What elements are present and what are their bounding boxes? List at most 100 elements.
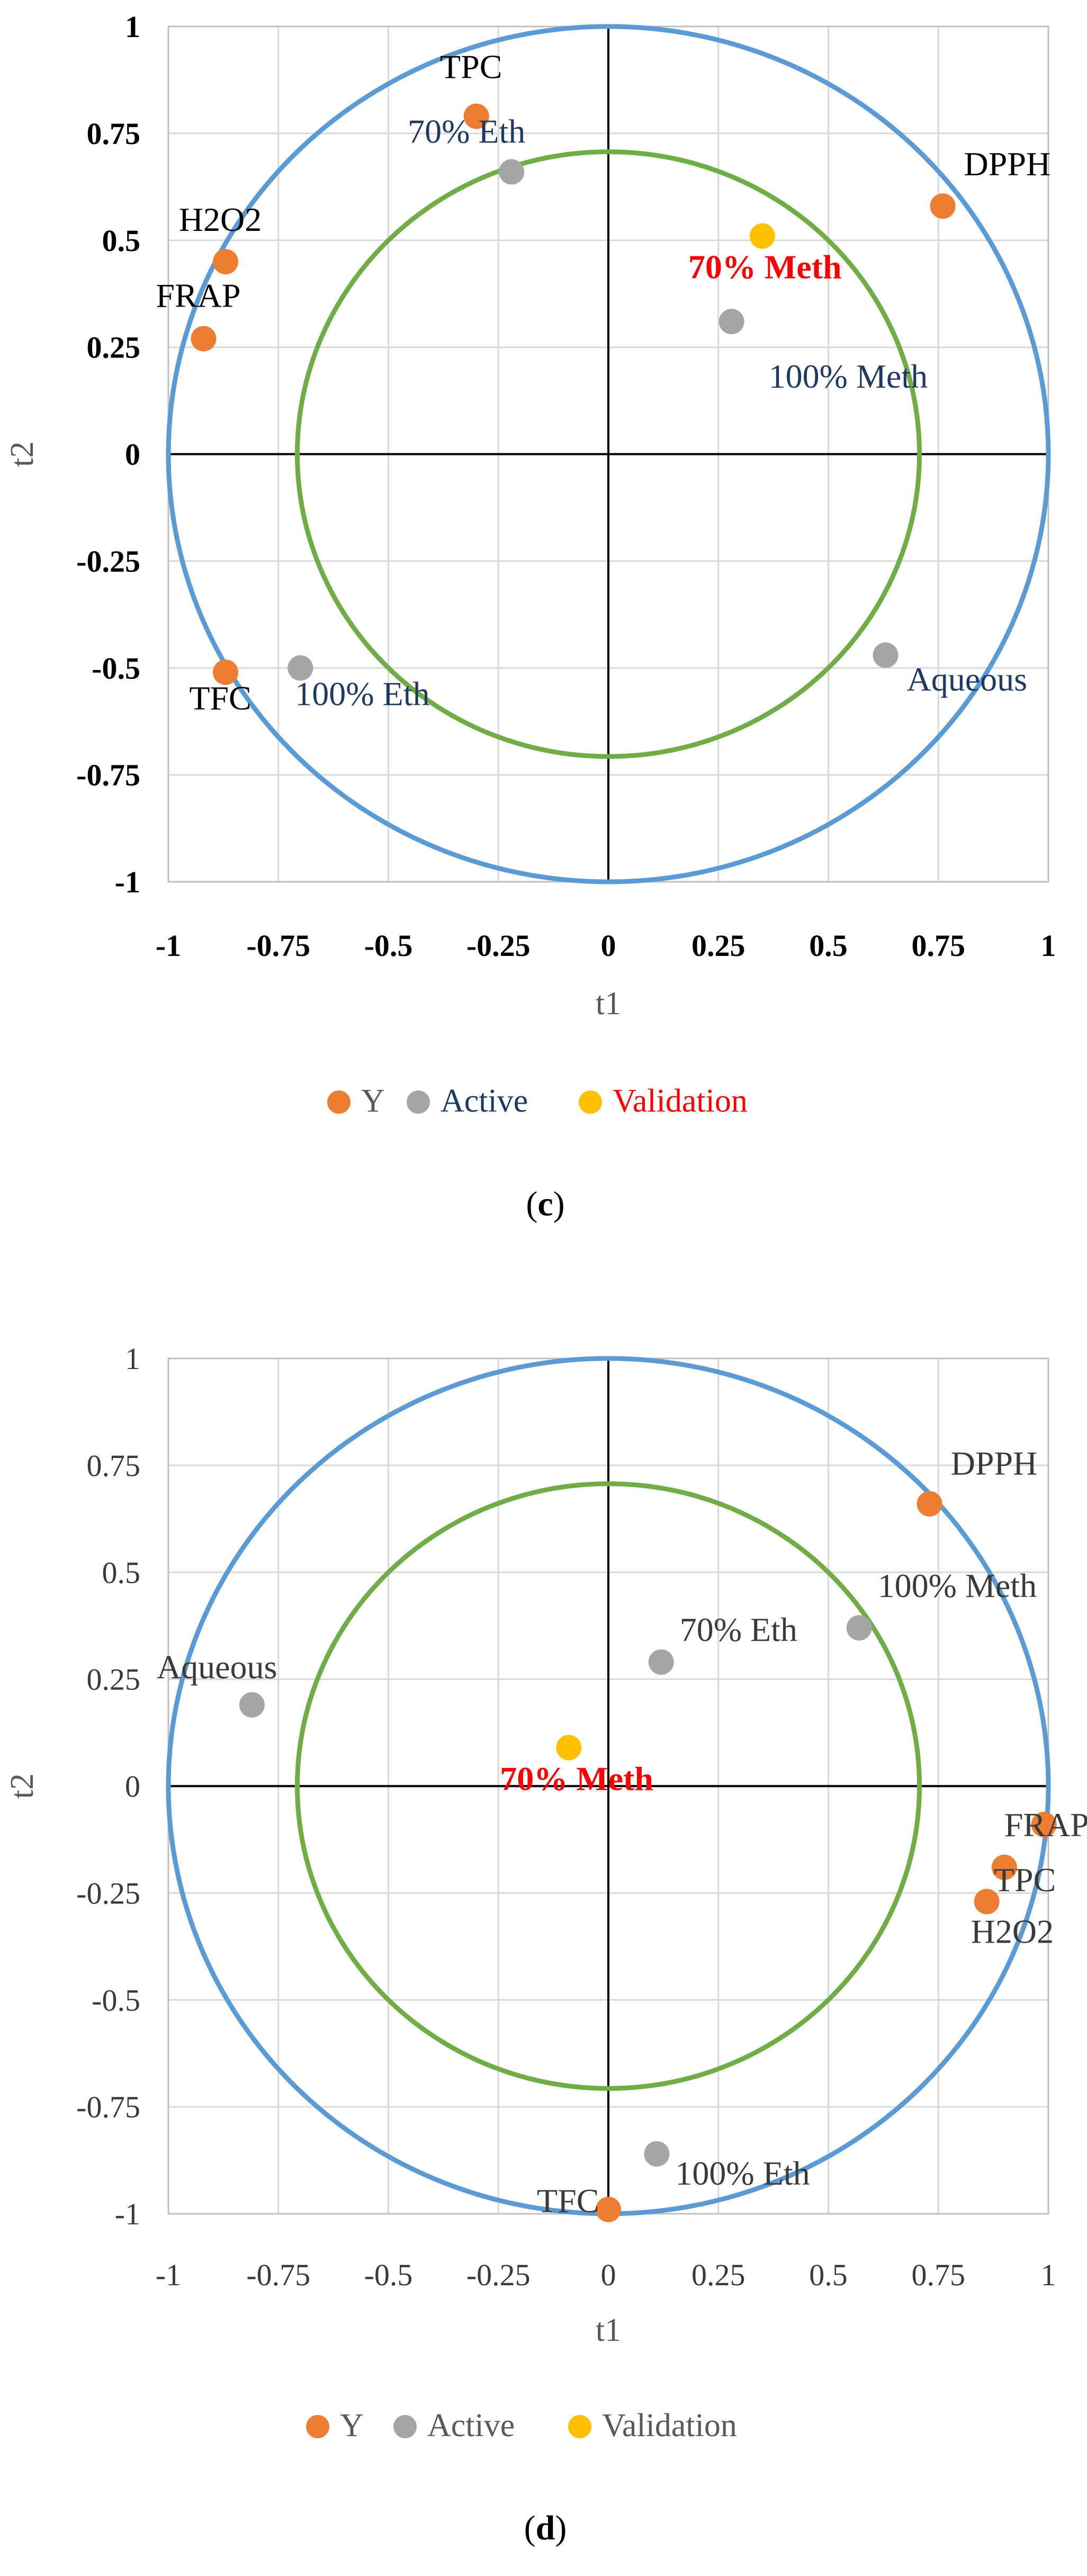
y-tick-label: 0.5 — [102, 223, 141, 258]
point-label: 100% Eth — [675, 2154, 810, 2192]
point-active-aqueous — [239, 1692, 265, 1718]
x-tick-label: 1 — [1041, 2258, 1056, 2292]
point-label: 70% Meth — [688, 248, 842, 286]
panel-caption: (c) — [526, 1185, 564, 1223]
x-tick-label: 0.75 — [912, 2258, 966, 2292]
x-tick-label: -1 — [156, 2258, 181, 2292]
point-y-frap — [191, 326, 217, 352]
point-active-100-meth — [718, 309, 744, 335]
y-tick-label: 0.25 — [87, 1662, 141, 1697]
point-label: TPC — [440, 48, 502, 86]
x-tick-label: -0.75 — [246, 928, 310, 963]
point-label: H2O2 — [971, 1913, 1054, 1951]
legend-marker-active — [393, 2415, 417, 2438]
point-label: 70% Eth — [680, 1611, 797, 1648]
point-label: Aqueous — [157, 1648, 277, 1686]
x-tick-label: 0.25 — [691, 2258, 745, 2292]
point-label: FRAP — [1004, 1806, 1087, 1844]
panel-caption: (d) — [524, 2509, 567, 2547]
point-active-100-eth — [288, 655, 313, 681]
legend-label: Y — [340, 2408, 364, 2444]
caption-letter: c — [537, 1185, 553, 1223]
x-tick-label: -0.25 — [466, 2258, 531, 2292]
point-label: DPPH — [964, 145, 1051, 183]
point-active-70-eth — [648, 1649, 674, 1675]
legend-label: Active — [441, 1083, 528, 1119]
point-y-tfc — [596, 2196, 621, 2222]
x-tick-label: 0.5 — [809, 928, 848, 963]
x-tick-label: 0.5 — [809, 2258, 848, 2292]
legend-marker-validation — [579, 1090, 602, 1114]
y-tick-label: -0.75 — [76, 758, 140, 792]
point-label: H2O2 — [179, 201, 262, 238]
y-axis-title: t2 — [4, 441, 40, 467]
x-tick-label: 0.25 — [691, 928, 745, 963]
point-label: 100% Eth — [295, 675, 429, 712]
y-tick-label: -0.5 — [92, 1983, 140, 2017]
point-y-frap — [1031, 1812, 1057, 1838]
point-active-aqueous — [873, 642, 899, 668]
x-axis-title: t1 — [596, 986, 621, 1022]
legend-marker-validation — [568, 2415, 591, 2438]
unit-circle-circle — [166, 24, 1051, 884]
y-tick-label: 0.75 — [87, 117, 141, 151]
point-active-100-meth — [846, 1615, 872, 1641]
point-label: 70% Eth — [408, 113, 525, 150]
y-tick-label: -0.75 — [76, 2090, 140, 2124]
y-tick-label: 0 — [125, 1769, 140, 1804]
legend-marker-y — [306, 2415, 329, 2438]
point-validation-70-meth — [749, 223, 775, 249]
point-y-dpph — [930, 193, 956, 219]
point-label: TPC — [994, 1861, 1056, 1899]
legend-marker-y — [327, 1090, 351, 1114]
inner-circle-circle — [294, 1481, 922, 2091]
x-tick-label: 0 — [601, 928, 616, 963]
point-y-tpc — [463, 103, 489, 129]
caption-letter: d — [536, 2509, 555, 2547]
point-label: 100% Meth — [878, 1567, 1037, 1605]
caption-open-paren: ( — [524, 2509, 536, 2547]
x-tick-label: -0.75 — [246, 2258, 310, 2292]
caption-open-paren: ( — [526, 1185, 537, 1223]
point-label: Aqueous — [907, 660, 1028, 698]
point-label: 100% Meth — [769, 357, 928, 395]
point-active-70-eth — [499, 159, 525, 185]
caption-close-paren: ) — [555, 2509, 567, 2547]
point-label: FRAP — [156, 276, 240, 314]
x-tick-label: -1 — [156, 928, 181, 963]
point-y-dpph — [917, 1491, 942, 1517]
legend-label: Validation — [613, 1083, 748, 1119]
legend-marker-active — [407, 1090, 430, 1114]
y-tick-label: -1 — [115, 2197, 140, 2231]
point-label: 70% Meth — [500, 1760, 653, 1797]
point-label: TFC — [189, 679, 251, 717]
point-y-h2o2 — [213, 249, 239, 275]
x-tick-label: 0.75 — [912, 928, 966, 963]
point-validation-70-meth — [556, 1734, 582, 1760]
x-tick-label: -0.5 — [364, 928, 413, 963]
y-tick-label: -1 — [115, 865, 140, 899]
legend-label: Validation — [602, 2408, 737, 2444]
y-tick-label: -0.5 — [92, 651, 140, 685]
y-tick-label: -0.25 — [76, 544, 140, 578]
inner-circle-circle — [294, 149, 922, 759]
point-y-tfc — [213, 659, 239, 685]
caption-close-paren: ) — [553, 1185, 565, 1223]
x-axis-title: t1 — [596, 2312, 621, 2348]
point-label: DPPH — [951, 1445, 1038, 1482]
point-label: TFC — [537, 2182, 599, 2220]
y-tick-label: 1 — [125, 10, 140, 44]
legend-label: Active — [427, 2408, 515, 2444]
legend-label: Y — [361, 1083, 385, 1119]
y-tick-label: 0.75 — [87, 1448, 141, 1483]
y-tick-label: 0 — [125, 437, 140, 472]
point-y-h2o2 — [974, 1889, 1000, 1915]
panel-c-chart: -1 -0.75 -0.5 -0.25 0 0.25 0.5 0.75 1 1 0.75 0.5 0.2… — [4, 10, 1056, 1223]
x-tick-label: 1 — [1041, 928, 1056, 963]
point-y-tpc — [991, 1854, 1017, 1880]
x-tick-label: -0.25 — [466, 928, 531, 963]
y-tick-label: 0.25 — [87, 330, 141, 365]
x-tick-label: 0 — [601, 2258, 616, 2292]
panel-d-chart: -1 -0.75 -0.5 -0.25 0 0.25 0.5 0.75 1 1 0.75 0.5 0.2… — [4, 1341, 1087, 2547]
